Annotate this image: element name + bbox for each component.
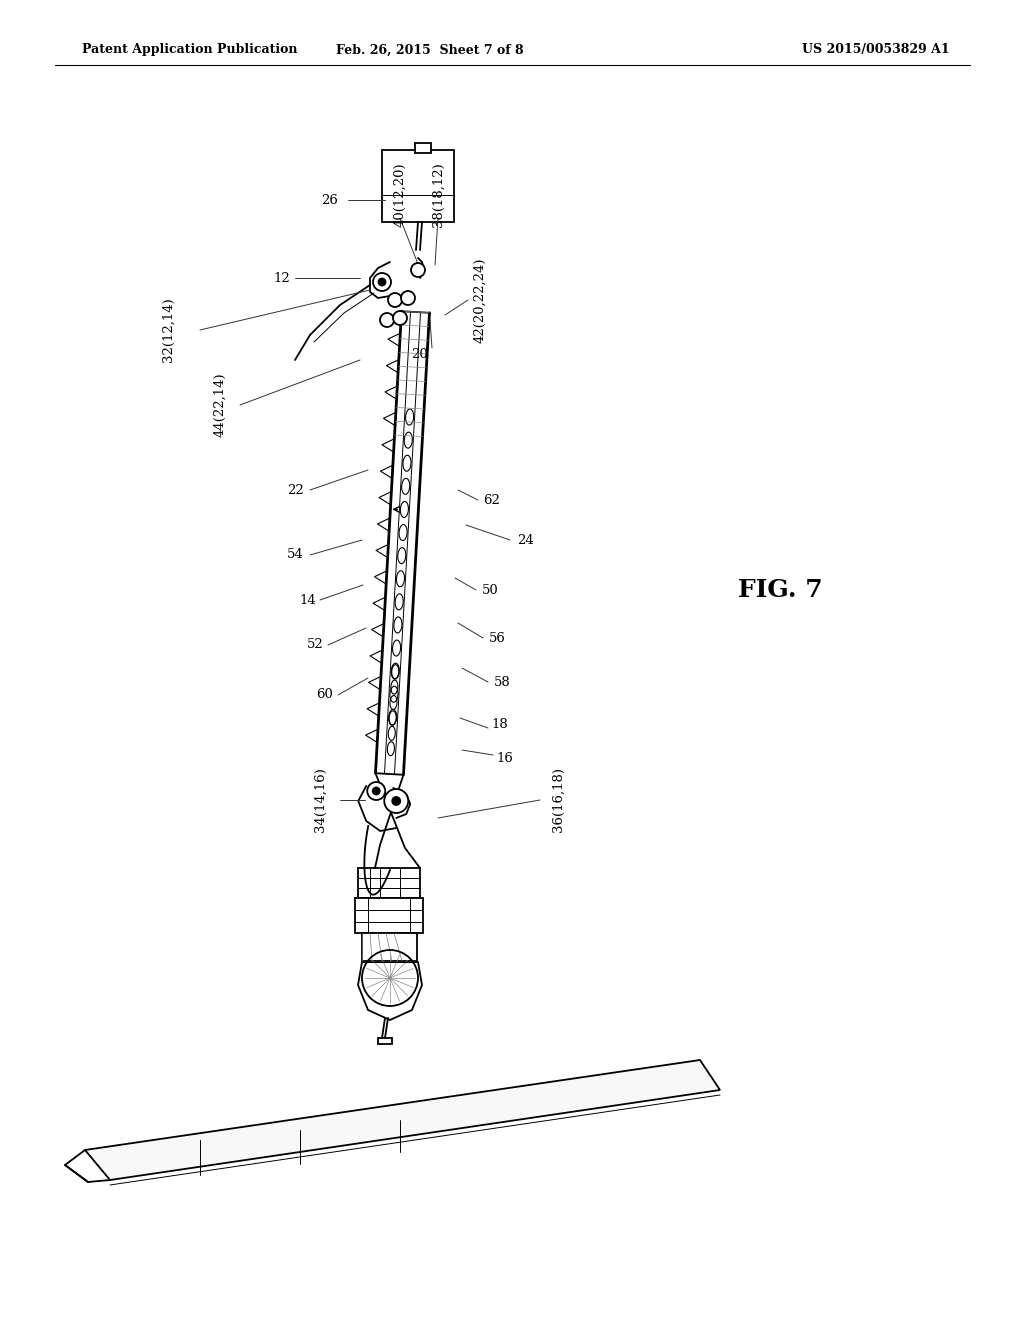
Text: Patent Application Publication: Patent Application Publication xyxy=(82,44,298,57)
Text: 42(20,22,24): 42(20,22,24) xyxy=(473,257,486,343)
Bar xyxy=(362,933,417,961)
Circle shape xyxy=(373,788,380,795)
Text: 40(12,20): 40(12,20) xyxy=(393,162,407,227)
Text: 32(12,14): 32(12,14) xyxy=(162,297,174,363)
Text: 52: 52 xyxy=(306,639,324,652)
Circle shape xyxy=(373,273,391,290)
Circle shape xyxy=(384,789,409,813)
Text: 36(16,18): 36(16,18) xyxy=(552,767,564,833)
Text: Feb. 26, 2015  Sheet 7 of 8: Feb. 26, 2015 Sheet 7 of 8 xyxy=(336,44,524,57)
Circle shape xyxy=(389,795,403,808)
Text: 54: 54 xyxy=(287,549,303,561)
Text: 34(14,16): 34(14,16) xyxy=(313,767,327,833)
Bar xyxy=(415,143,431,153)
Text: 12: 12 xyxy=(273,272,291,285)
Text: FIG. 7: FIG. 7 xyxy=(737,578,822,602)
Circle shape xyxy=(368,781,385,800)
Text: 38(18,12): 38(18,12) xyxy=(431,162,444,227)
Circle shape xyxy=(392,797,400,805)
Text: 16: 16 xyxy=(497,751,513,764)
Text: 56: 56 xyxy=(488,631,506,644)
Text: US 2015/0053829 A1: US 2015/0053829 A1 xyxy=(803,44,950,57)
Text: 24: 24 xyxy=(517,533,534,546)
Circle shape xyxy=(388,293,402,308)
Text: 50: 50 xyxy=(481,583,499,597)
Circle shape xyxy=(380,313,394,327)
Text: 60: 60 xyxy=(316,689,334,701)
Circle shape xyxy=(411,263,425,277)
Text: 20: 20 xyxy=(412,348,428,362)
Text: 58: 58 xyxy=(494,676,510,689)
Text: 62: 62 xyxy=(483,494,501,507)
Bar xyxy=(355,898,423,933)
Circle shape xyxy=(379,279,385,285)
Bar xyxy=(382,150,454,222)
Bar xyxy=(378,1038,392,1044)
Text: 44(22,14): 44(22,14) xyxy=(213,372,226,437)
Text: 26: 26 xyxy=(322,194,339,206)
Text: 22: 22 xyxy=(287,483,303,496)
Bar xyxy=(358,869,420,898)
Circle shape xyxy=(393,312,407,325)
Text: 14: 14 xyxy=(300,594,316,606)
Circle shape xyxy=(401,290,415,305)
Polygon shape xyxy=(85,1060,720,1180)
Text: 18: 18 xyxy=(492,718,508,731)
